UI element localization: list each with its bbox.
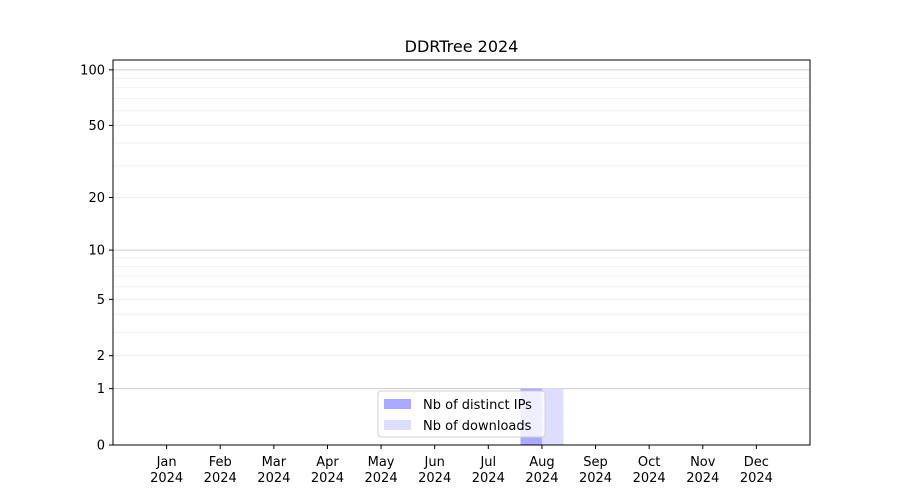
x-tick-label-year: 2024 — [472, 471, 505, 486]
y-tick-label: 0 — [97, 439, 105, 454]
x-tick-label-month: May — [368, 455, 395, 470]
x-tick-label-month: Dec — [744, 455, 769, 470]
x-tick-label-year: 2024 — [525, 471, 558, 486]
legend-box — [377, 390, 546, 438]
x-tick-label-month: Oct — [638, 455, 660, 470]
x-tick-label-year: 2024 — [150, 471, 183, 486]
x-tick-label-year: 2024 — [257, 471, 290, 486]
x-tick-label-year: 2024 — [686, 471, 719, 486]
x-tick-label-month: Sep — [583, 455, 608, 470]
x-tick-label-year: 2024 — [633, 471, 666, 486]
legend-label: Nb of downloads — [423, 419, 532, 434]
x-tick-label-month: Jan — [156, 455, 177, 470]
bar-nb-of-downloads — [541, 388, 564, 445]
x-tick-label-month: Feb — [209, 455, 232, 470]
y-tick-label: 1 — [97, 382, 105, 397]
x-tick-label-year: 2024 — [418, 471, 451, 486]
y-tick-label: 5 — [97, 293, 105, 308]
x-tick-label-year: 2024 — [311, 471, 344, 486]
y-tick-label: 50 — [88, 119, 105, 134]
x-tick-label-month: Mar — [262, 455, 287, 470]
legend-label: Nb of distinct IPs — [423, 398, 532, 413]
y-tick-label: 10 — [88, 244, 105, 259]
y-tick-label: 20 — [88, 191, 105, 206]
x-tick-label-year: 2024 — [204, 471, 237, 486]
y-tick-label: 100 — [80, 63, 105, 78]
x-tick-label-year: 2024 — [365, 471, 398, 486]
legend-swatch — [384, 399, 411, 409]
x-tick-label-month: Nov — [690, 455, 716, 470]
x-tick-label-year: 2024 — [579, 471, 612, 486]
x-tick-label-month: Jul — [479, 455, 496, 470]
x-tick-label-year: 2024 — [740, 471, 773, 486]
chart-title: DDRTree 2024 — [405, 37, 519, 56]
legend-swatch — [384, 420, 411, 430]
x-tick-label-month: Apr — [316, 455, 339, 470]
plot-frame — [112, 59, 811, 446]
x-tick-label-month: Aug — [529, 455, 554, 470]
y-tick-label: 2 — [97, 349, 105, 364]
x-tick-label-month: Jun — [424, 455, 445, 470]
